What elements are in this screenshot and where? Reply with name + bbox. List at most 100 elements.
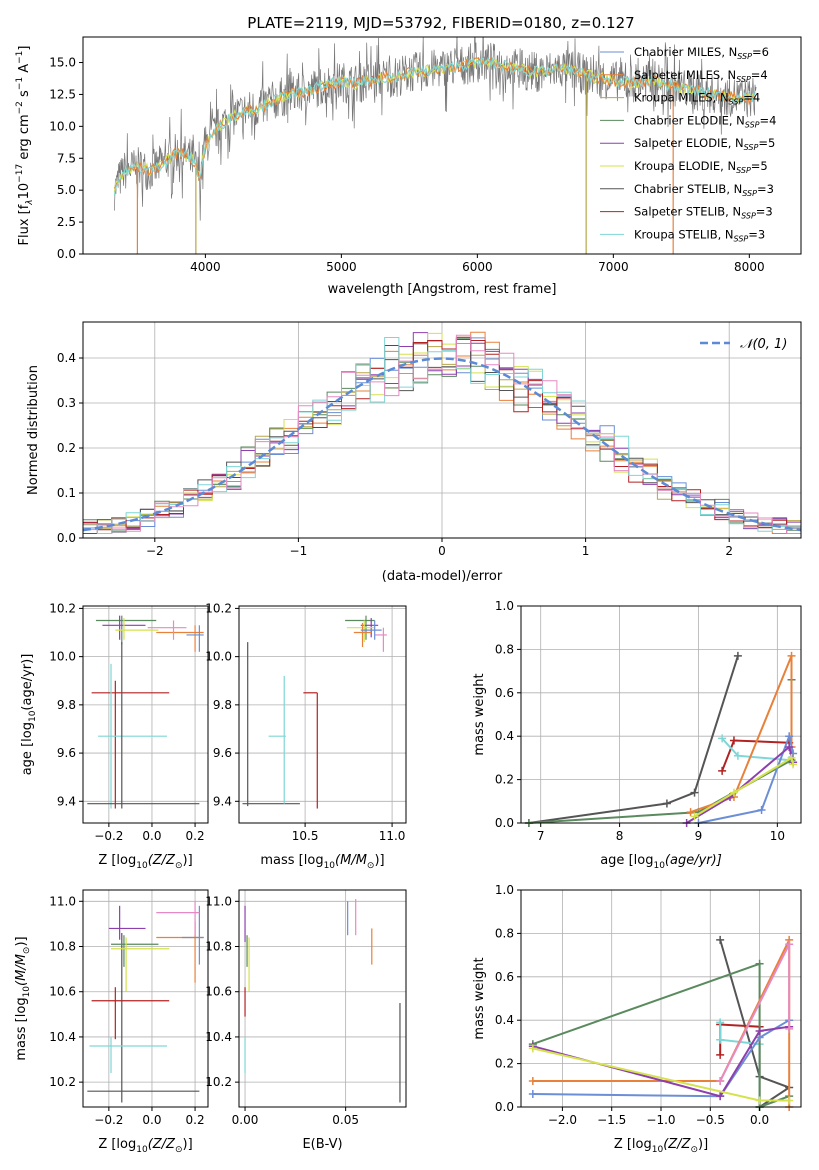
- y-tick-label: 0.4: [57, 351, 76, 365]
- y-tick-label: 10.2: [205, 601, 232, 615]
- weight-point-marker: [785, 732, 794, 741]
- weight-point-marker: [690, 788, 699, 797]
- x-tick-label: 10.5: [292, 829, 319, 843]
- weight-point-marker: [716, 935, 725, 944]
- y-tick-label: 0.2: [57, 441, 76, 455]
- axes-frame: [238, 889, 407, 1108]
- weight-point-marker: [686, 808, 695, 817]
- axes-frame: [238, 605, 407, 824]
- x-axis-label: Z [log10(Z/Z⊙)]: [614, 1137, 708, 1155]
- weight-point-marker: [716, 1035, 725, 1044]
- mass-weight-vs-metallicity-panel: −2.0 −1.5 −1.0 −0.5 0.0 0.0 0.2 0.4 0.6 0.8 1.0 Z […: [472, 883, 802, 1155]
- legend-entry: Salpeter MILES, NSSP=4: [634, 68, 768, 84]
- mass-vs-ebv-panel: 0.00 0.05 10.2 10.4 10.6 10.8 11.0 E(B-V): [205, 889, 407, 1152]
- y-tick-label: 0.0: [495, 816, 514, 830]
- legend-entry: Salpeter ELODIE, NSSP=5: [634, 136, 775, 152]
- age-vs-mass-panel: 10.5 11.0 9.4 9.6 9.8 10.0 10.2 mass [log10(M/M…: [205, 601, 407, 871]
- x-tick-label: 6000: [462, 260, 493, 274]
- y-tick-label: 0.8: [495, 642, 514, 656]
- axes-frame: [82, 321, 802, 539]
- y-tick-label: 0.2: [495, 1057, 514, 1071]
- y-tick-label: 9.4: [57, 794, 76, 808]
- y-tick-label: 9.6: [213, 746, 232, 760]
- y-tick-label: 2.5: [57, 215, 76, 229]
- x-tick-label: 0.0: [142, 1113, 161, 1127]
- y-tick-label: 0.3: [57, 396, 76, 410]
- weight-point-marker: [755, 959, 764, 968]
- x-tick-label: 9: [695, 829, 703, 843]
- y-tick-label: 10.4: [49, 1030, 76, 1044]
- y-tick-label: 0.2: [495, 773, 514, 787]
- x-tick-label: 0.2: [186, 829, 205, 843]
- x-tick-label: 0: [438, 544, 446, 558]
- y-tick-label: 10.0: [205, 650, 232, 664]
- weight-point-marker: [528, 1089, 537, 1098]
- y-tick-label: 0.0: [57, 531, 76, 545]
- y-tick-label: 0.4: [495, 729, 514, 743]
- weight-point-marker: [528, 1044, 537, 1053]
- axes-frame: [82, 36, 802, 255]
- x-tick-label: 8000: [734, 260, 765, 274]
- x-axis-label: mass [log10(M/M⊙)]: [260, 853, 384, 871]
- axes-frame: [82, 605, 209, 824]
- age-vs-metallicity-panel: −0.2 0.0 0.2 9.4 9.6 9.8 10.0 10.2 Z [log10(Z/Z⊙…: [20, 601, 209, 871]
- weight-point-marker: [755, 1027, 764, 1036]
- x-axis-label: Z [log10(Z/Z⊙)]: [98, 853, 192, 871]
- weight-series-line: [698, 732, 795, 824]
- legend-entry: Chabrier STELIB, NSSP=3: [634, 182, 774, 198]
- x-tick-label: −1.0: [646, 1113, 675, 1127]
- model-spectrum: [113, 57, 756, 193]
- observed-spectrum: [113, 37, 757, 221]
- weight-series-line: [719, 939, 792, 1108]
- y-tick-label: 10.4: [205, 1030, 232, 1044]
- weight-series-line: [690, 655, 793, 814]
- y-tick-label: 15.0: [49, 56, 76, 70]
- x-tick-label: −2.0: [548, 1113, 577, 1127]
- weight-point-marker: [729, 788, 738, 797]
- weight-series-line: [532, 1025, 790, 1098]
- y-tick-label: 11.0: [49, 894, 76, 908]
- axes-frame: [520, 605, 802, 824]
- x-tick-label: −0.5: [696, 1113, 725, 1127]
- figure-title: PLATE=2119, MJD=53792, FIBERID=0180, z=0…: [247, 14, 634, 32]
- weight-point-marker: [755, 1096, 764, 1105]
- x-tick-label: 0.05: [332, 1113, 359, 1127]
- y-tick-label: 9.6: [57, 746, 76, 760]
- y-tick-label: 10.2: [49, 601, 76, 615]
- weight-point-marker: [733, 751, 742, 760]
- spectrum-panel: 4000 5000 6000 7000 8000 0.0 2.5 5.0 7.5 10.0 12.5…: [15, 36, 802, 297]
- y-axis-label: age [log10(age/yr)]: [20, 654, 38, 776]
- plot-area: [524, 651, 798, 827]
- x-tick-label: 11.0: [379, 829, 406, 843]
- weight-point-marker: [716, 1018, 725, 1027]
- x-tick-label: −2: [146, 544, 164, 558]
- legend-entry: 𝒩(0, 1): [740, 337, 787, 352]
- weight-point-marker: [785, 940, 794, 949]
- y-tick-label: 0.6: [495, 970, 514, 984]
- y-tick-label: 10.8: [205, 940, 232, 954]
- weight-series-line: [693, 756, 795, 818]
- weight-point-marker: [690, 812, 699, 821]
- weight-point-marker: [733, 651, 742, 660]
- axes-frame: [82, 889, 209, 1108]
- legend-entry: Salpeter STELIB, NSSP=3: [634, 205, 773, 221]
- plot-area: [82, 331, 802, 534]
- y-tick-label: 9.8: [57, 698, 76, 712]
- weight-point-marker: [785, 743, 794, 752]
- y-tick-label: 0.0: [495, 1100, 514, 1114]
- weight-point-marker: [757, 805, 766, 814]
- y-axis-label: Normed distribution: [26, 365, 41, 495]
- model-spectrum: [113, 56, 757, 196]
- x-tick-label: 0.2: [186, 1113, 205, 1127]
- x-tick-label: 7: [537, 829, 545, 843]
- y-tick-label: 9.4: [213, 794, 232, 808]
- x-tick-label: 5000: [326, 260, 357, 274]
- x-tick-label: 2: [725, 544, 733, 558]
- plot-area: [242, 615, 387, 809]
- legend-entry: Chabrier MILES, NSSP=6: [634, 45, 769, 61]
- x-tick-label: 0.00: [232, 1113, 259, 1127]
- legend-entry: Kroupa ELODIE, NSSP=5: [634, 159, 768, 175]
- y-axis-label: mass weight: [472, 957, 487, 1039]
- residual-histogram: [83, 343, 801, 534]
